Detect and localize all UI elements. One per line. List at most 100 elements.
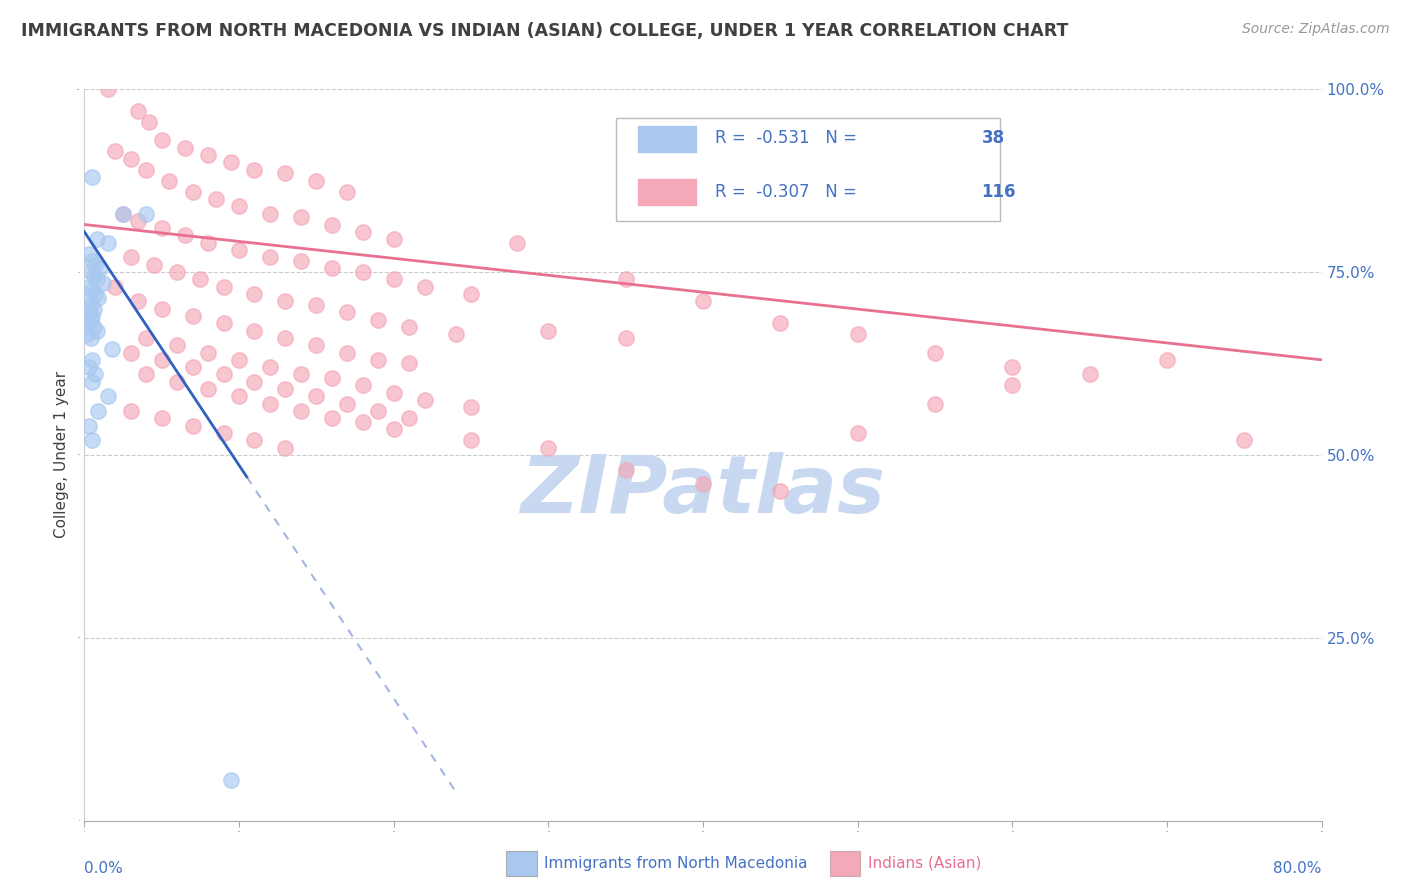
Point [243, 287, 266, 301]
Point [274, 441, 297, 455]
Text: 0.0%: 0.0% [84, 861, 124, 876]
Point [112, 206, 135, 220]
Point [86, 324, 108, 338]
Point [1156, 352, 1178, 367]
Point [336, 305, 359, 319]
Point [228, 243, 250, 257]
Point [352, 378, 374, 392]
Point [77, 305, 100, 319]
Bar [637, 125, 697, 153]
Point [1001, 378, 1024, 392]
Point [82, 375, 104, 389]
Point [135, 206, 157, 220]
Point [274, 294, 297, 309]
Point [128, 294, 150, 309]
Point [259, 206, 281, 220]
Point [398, 411, 420, 425]
Point [321, 261, 343, 276]
Point [321, 411, 343, 425]
Point [382, 272, 405, 286]
Point [212, 316, 235, 330]
Point [506, 235, 529, 250]
Text: Immigrants from North Macedonia: Immigrants from North Macedonia [544, 856, 807, 871]
Point [290, 404, 312, 418]
Point [444, 327, 467, 342]
Point [87, 404, 110, 418]
Point [274, 382, 297, 396]
Point [1001, 360, 1024, 375]
Point [166, 265, 188, 279]
Point [128, 214, 150, 228]
Point [128, 104, 150, 119]
Point [150, 221, 173, 235]
Y-axis label: College, Under 1 year: College, Under 1 year [53, 371, 69, 539]
Point [79, 298, 101, 312]
Point [84, 287, 107, 301]
Point [305, 389, 328, 403]
Point [336, 185, 359, 199]
Point [305, 338, 328, 352]
Point [614, 272, 637, 286]
Point [120, 251, 142, 265]
Point [924, 345, 946, 359]
Point [460, 434, 482, 448]
Point [367, 312, 389, 326]
Point [77, 279, 100, 293]
Point [89, 261, 111, 276]
Point [181, 185, 204, 199]
Point [367, 404, 389, 418]
Point [84, 258, 107, 272]
Point [166, 375, 188, 389]
Point [336, 345, 359, 359]
Point [212, 368, 235, 382]
Point [150, 411, 173, 425]
Point [79, 265, 101, 279]
Point [77, 246, 100, 260]
Point [243, 324, 266, 338]
Text: 116: 116 [981, 183, 1017, 201]
Point [82, 254, 104, 268]
Point [352, 415, 374, 429]
Point [614, 331, 637, 345]
Point [181, 309, 204, 323]
Text: 38: 38 [981, 129, 1004, 147]
Point [352, 225, 374, 239]
Point [336, 397, 359, 411]
Point [82, 284, 104, 298]
Point [97, 389, 120, 403]
Point [221, 773, 243, 788]
Point [166, 338, 188, 352]
Point [290, 368, 312, 382]
Text: Source: ZipAtlas.com: Source: ZipAtlas.com [1241, 22, 1389, 37]
Point [181, 418, 204, 433]
Point [321, 218, 343, 232]
Point [321, 371, 343, 385]
Point [76, 294, 98, 309]
Point [143, 258, 166, 272]
Point [413, 392, 436, 407]
Point [228, 352, 250, 367]
Point [79, 331, 101, 345]
Point [77, 418, 100, 433]
Point [692, 294, 714, 309]
Point [87, 291, 110, 305]
Point [104, 145, 127, 159]
Point [243, 434, 266, 448]
Point [77, 360, 100, 375]
Point [205, 192, 228, 206]
Point [120, 345, 142, 359]
Point [174, 141, 197, 155]
Point [1078, 368, 1101, 382]
Point [120, 152, 142, 166]
Point [537, 441, 560, 455]
Point [290, 211, 312, 225]
Point [221, 155, 243, 169]
Point [135, 162, 157, 177]
Point [382, 422, 405, 436]
Point [82, 309, 104, 323]
FancyBboxPatch shape [616, 119, 1000, 221]
Point [97, 82, 120, 96]
Text: 80.0%: 80.0% [1274, 861, 1322, 876]
Point [82, 434, 104, 448]
Point [537, 324, 560, 338]
